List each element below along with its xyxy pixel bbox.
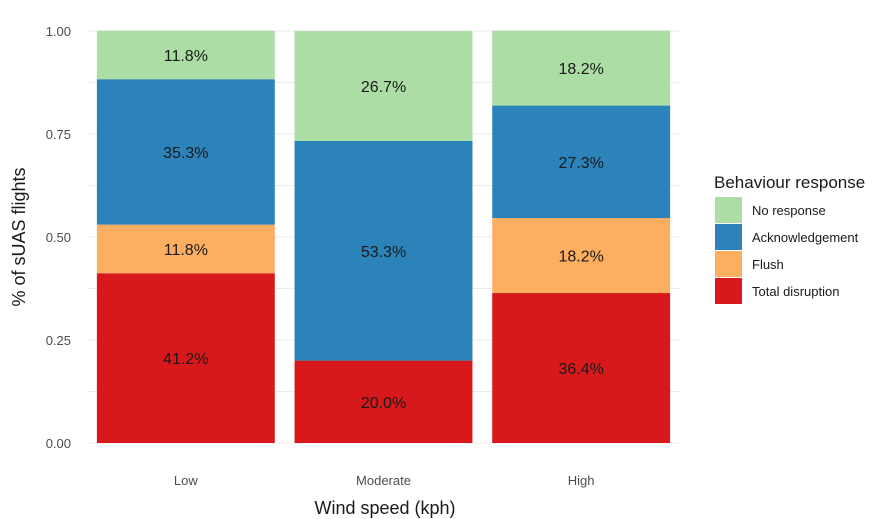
bar-segment [492, 218, 671, 294]
x-tick-label: Low [174, 473, 198, 488]
data-label: 26.7% [361, 79, 406, 96]
data-label: 20.0% [361, 395, 406, 412]
bar-segment [294, 141, 473, 361]
y-tick-label: 0.00 [46, 436, 71, 451]
legend-label: No response [752, 203, 826, 218]
bar-segment [96, 79, 275, 225]
y-tick-label: 0.25 [46, 333, 71, 348]
bar-segment [96, 30, 275, 80]
legend: Behaviour response No response Acknowledg… [714, 173, 865, 304]
y-axis: 0.00 0.25 0.50 0.75 1.00 [46, 24, 71, 451]
legend-swatch [715, 197, 742, 223]
legend-label: Total disruption [752, 284, 839, 299]
legend-label: Flush [752, 257, 784, 272]
bar-segment [492, 105, 671, 219]
data-label: 18.2% [558, 249, 603, 266]
segment-labels: 41.2% 11.8% 35.3% 11.8% 20.0% 53.3% 26.7% 36.4%… [163, 48, 604, 412]
bar-segment [96, 273, 275, 443]
legend-title: Behaviour response [714, 173, 865, 192]
bars [96, 30, 671, 443]
legend-swatch [715, 278, 742, 304]
legend-swatch [715, 251, 742, 277]
x-axis: Low Moderate High [174, 473, 595, 488]
x-tick-label: Moderate [356, 473, 411, 488]
data-label: 18.2% [558, 61, 603, 78]
x-axis-title: Wind speed (kph) [314, 498, 455, 518]
x-tick-label: High [568, 473, 595, 488]
data-label: 11.8% [164, 48, 208, 65]
bar-segment [294, 31, 473, 142]
bar-segment [96, 224, 275, 274]
data-label: 41.2% [163, 351, 208, 368]
legend-swatch [715, 224, 742, 250]
bar-segment [294, 360, 473, 443]
bar-segment [492, 30, 671, 106]
data-label: 35.3% [163, 145, 208, 162]
y-tick-label: 0.75 [46, 127, 71, 142]
legend-label: Acknowledgement [752, 230, 859, 245]
data-label: 11.8% [164, 242, 208, 259]
bar-segment [492, 293, 671, 443]
data-label: 53.3% [361, 244, 406, 261]
data-label: 36.4% [558, 361, 603, 378]
y-tick-label: 1.00 [46, 24, 71, 39]
data-label: 27.3% [558, 155, 603, 172]
y-tick-label: 0.50 [46, 230, 71, 245]
y-axis-title: % of sUAS flights [9, 167, 29, 306]
